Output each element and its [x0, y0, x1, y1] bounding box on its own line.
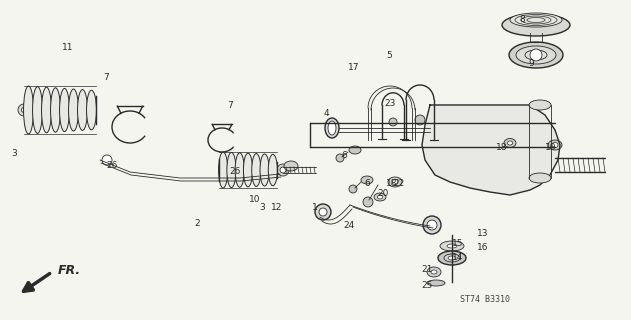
- Ellipse shape: [86, 90, 97, 130]
- Circle shape: [427, 220, 437, 230]
- Text: 8: 8: [519, 15, 525, 25]
- Circle shape: [349, 185, 357, 193]
- Ellipse shape: [227, 152, 236, 188]
- Ellipse shape: [516, 46, 556, 64]
- Ellipse shape: [448, 256, 456, 260]
- Text: 16: 16: [477, 243, 489, 252]
- Text: 6: 6: [364, 179, 370, 188]
- Ellipse shape: [78, 90, 88, 131]
- Circle shape: [363, 197, 373, 207]
- Ellipse shape: [260, 154, 269, 186]
- Ellipse shape: [18, 104, 30, 116]
- Circle shape: [389, 118, 397, 126]
- Text: 15: 15: [452, 239, 464, 249]
- Ellipse shape: [23, 86, 33, 134]
- Ellipse shape: [427, 280, 445, 286]
- Text: 7: 7: [103, 74, 109, 83]
- Text: 12: 12: [271, 203, 283, 212]
- Text: 10: 10: [249, 196, 261, 204]
- Text: 6: 6: [341, 150, 347, 159]
- Ellipse shape: [509, 42, 563, 68]
- Ellipse shape: [252, 154, 261, 187]
- Ellipse shape: [504, 139, 516, 148]
- Ellipse shape: [325, 118, 339, 138]
- Text: 11: 11: [62, 44, 74, 52]
- Text: 7: 7: [227, 100, 233, 109]
- Ellipse shape: [374, 193, 386, 201]
- Text: 4: 4: [323, 108, 329, 117]
- Circle shape: [102, 155, 112, 165]
- Text: FR.: FR.: [58, 263, 81, 276]
- Text: 1: 1: [312, 203, 318, 212]
- Ellipse shape: [59, 88, 69, 132]
- Text: 18: 18: [386, 179, 398, 188]
- Ellipse shape: [427, 267, 441, 277]
- Ellipse shape: [548, 140, 562, 150]
- Ellipse shape: [444, 254, 460, 262]
- Ellipse shape: [277, 164, 289, 176]
- Ellipse shape: [235, 153, 244, 187]
- Ellipse shape: [447, 244, 457, 248]
- Ellipse shape: [377, 195, 382, 199]
- Text: 21: 21: [422, 266, 433, 275]
- Text: 3: 3: [259, 204, 265, 212]
- Circle shape: [315, 204, 331, 220]
- Ellipse shape: [42, 87, 52, 133]
- Ellipse shape: [431, 270, 437, 274]
- Text: 9: 9: [528, 59, 534, 68]
- Circle shape: [415, 115, 425, 125]
- Text: 18: 18: [496, 143, 508, 153]
- Text: 26: 26: [229, 167, 240, 177]
- Ellipse shape: [268, 154, 278, 186]
- Ellipse shape: [388, 177, 402, 187]
- Ellipse shape: [33, 87, 42, 133]
- Ellipse shape: [552, 142, 558, 148]
- Ellipse shape: [328, 121, 336, 135]
- Circle shape: [319, 208, 327, 216]
- Ellipse shape: [507, 141, 512, 145]
- Ellipse shape: [529, 100, 551, 110]
- Ellipse shape: [440, 241, 464, 251]
- Ellipse shape: [529, 173, 551, 183]
- Ellipse shape: [502, 14, 570, 36]
- Ellipse shape: [525, 50, 547, 60]
- Circle shape: [530, 49, 542, 61]
- Ellipse shape: [392, 180, 398, 185]
- Text: 22: 22: [393, 179, 404, 188]
- Text: 17: 17: [348, 63, 360, 73]
- Ellipse shape: [280, 167, 286, 173]
- Text: ST74 B3310: ST74 B3310: [460, 295, 510, 305]
- Circle shape: [226, 169, 234, 177]
- Circle shape: [423, 216, 441, 234]
- Text: 3: 3: [11, 148, 17, 157]
- Ellipse shape: [21, 108, 27, 113]
- Ellipse shape: [69, 89, 78, 131]
- Text: 2: 2: [194, 219, 200, 228]
- Ellipse shape: [438, 251, 466, 265]
- Ellipse shape: [510, 13, 562, 27]
- Ellipse shape: [361, 176, 373, 184]
- Text: 24: 24: [343, 221, 355, 230]
- Text: 13: 13: [477, 228, 489, 237]
- Ellipse shape: [244, 153, 252, 187]
- Text: 5: 5: [386, 52, 392, 60]
- Text: 25: 25: [422, 281, 433, 290]
- Ellipse shape: [50, 88, 61, 132]
- Text: 14: 14: [452, 253, 464, 262]
- Text: 20: 20: [377, 188, 389, 197]
- Text: 19: 19: [545, 143, 557, 153]
- Circle shape: [336, 154, 344, 162]
- Ellipse shape: [349, 146, 361, 154]
- Ellipse shape: [284, 161, 298, 171]
- Text: 23: 23: [384, 100, 396, 108]
- Polygon shape: [422, 105, 560, 195]
- Ellipse shape: [218, 152, 228, 188]
- Text: 26: 26: [106, 161, 118, 170]
